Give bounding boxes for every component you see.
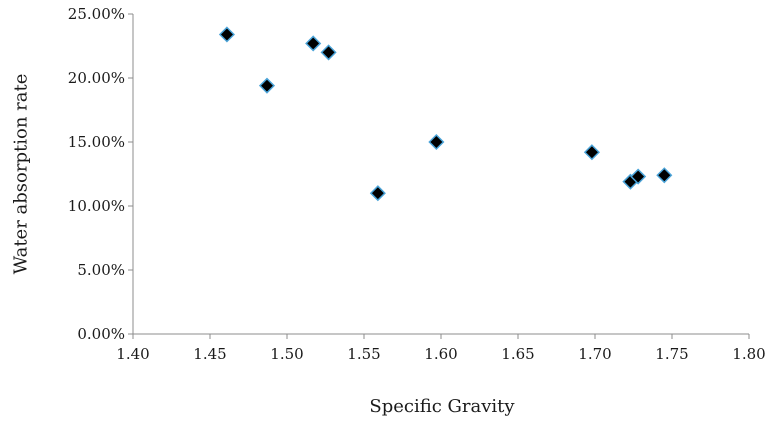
y-axis-ticks: 0.00% 5.00% 10.00% 15.00% 20.00% 25.00% (68, 5, 133, 343)
x-tick-label: 1.80 (732, 345, 765, 363)
y-tick-label: 15.00% (68, 133, 125, 151)
data-point-marker (258, 77, 276, 94)
y-tick-label: 20.00% (68, 69, 125, 87)
x-axis-title: Specific Gravity (369, 396, 515, 417)
x-tick-label: 1.55 (347, 345, 380, 363)
x-axis-ticks: 1.40 1.45 1.50 1.55 1.60 1.65 1.70 1.75 1.80 (116, 334, 766, 363)
x-tick-label: 1.45 (193, 345, 226, 363)
y-tick-label: 25.00% (68, 5, 125, 23)
data-point-marker (320, 44, 337, 61)
data-point-marker (583, 144, 600, 161)
x-tick-label: 1.75 (655, 345, 688, 363)
y-tick-label: 10.00% (68, 197, 125, 215)
x-tick-label: 1.70 (578, 345, 611, 363)
x-tick-label: 1.50 (270, 345, 303, 363)
data-point-marker (656, 167, 673, 184)
x-tick-label: 1.40 (116, 345, 149, 363)
y-tick-label: 0.00% (77, 325, 125, 343)
data-point-marker (428, 133, 445, 151)
data-point-marker (630, 168, 647, 185)
y-tick-label: 5.00% (77, 261, 125, 279)
x-tick-label: 1.65 (501, 345, 534, 363)
axes (132, 14, 749, 335)
data-point-marker (305, 35, 322, 52)
x-tick-label: 1.60 (424, 345, 457, 363)
data-point-marker (218, 26, 236, 43)
data-points (218, 26, 673, 202)
data-point-marker (369, 185, 386, 202)
y-axis-title: Water absorption rate (10, 74, 31, 275)
